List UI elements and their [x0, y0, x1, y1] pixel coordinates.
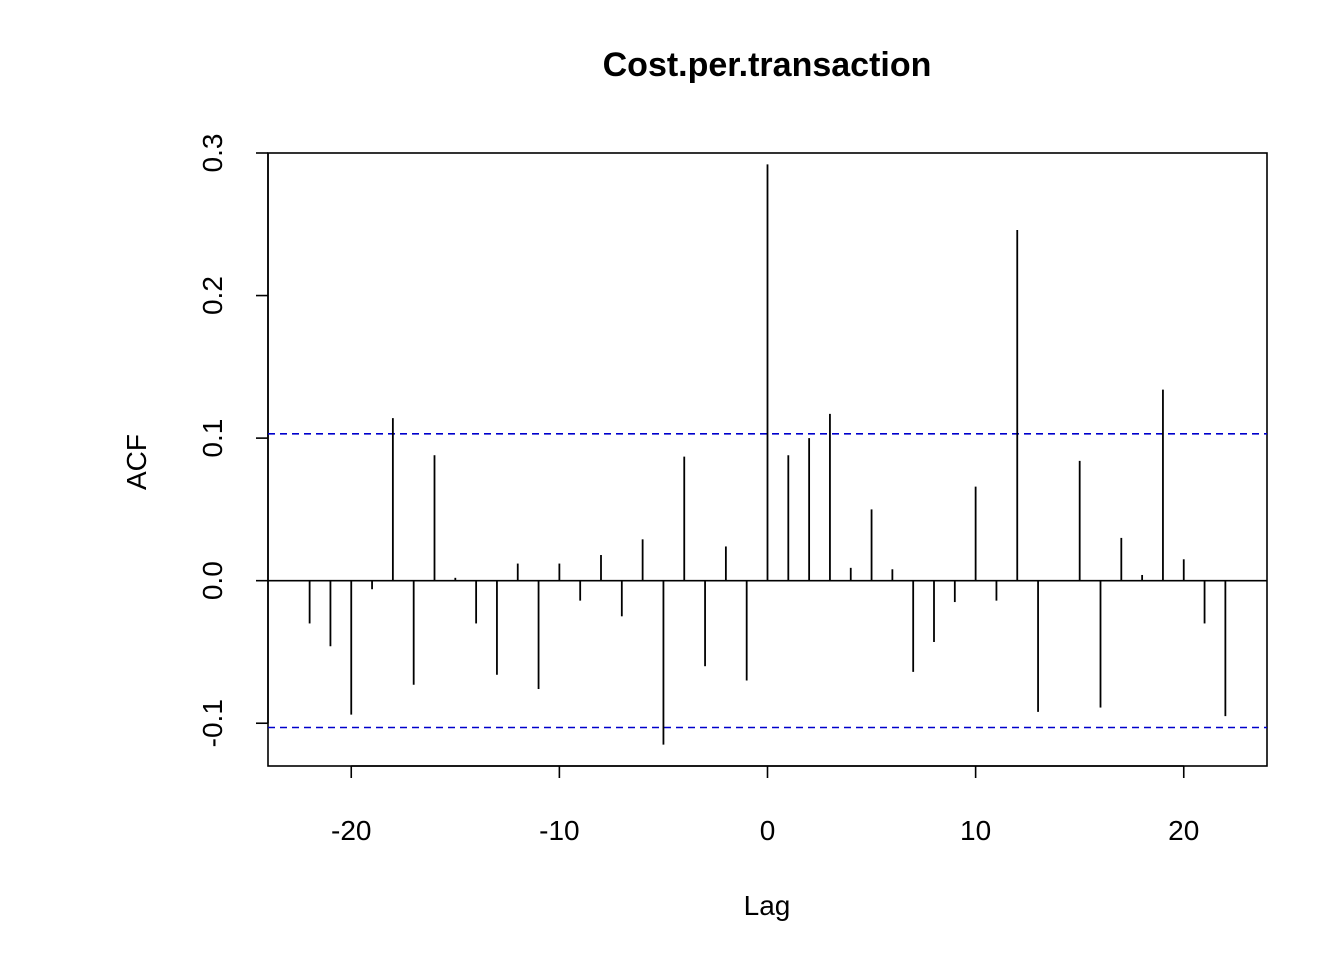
x-tick-label: -20: [331, 815, 371, 846]
x-axis-label: Lag: [744, 890, 791, 921]
x-axis: -20 -10 0 10 20: [331, 765, 1199, 846]
confidence-bounds: [268, 433, 1267, 729]
chart-title: Cost.per.transaction: [603, 46, 932, 84]
x-tick-label: 20: [1168, 815, 1199, 846]
y-tick-label: 0.0: [197, 561, 228, 600]
y-tick-label: 0.1: [197, 419, 228, 458]
y-axis-label: ACF: [121, 434, 152, 490]
x-tick-label: -10: [539, 815, 579, 846]
y-tick-label: 0.3: [197, 134, 228, 173]
x-tick-label: 10: [960, 815, 991, 846]
y-tick-label: -0.1: [197, 699, 228, 747]
y-tick-label: 0.2: [197, 276, 228, 315]
x-tick-label: 0: [760, 815, 776, 846]
y-axis: -0.1 0.0 0.1 0.2 0.3: [197, 134, 269, 747]
acf-spikes: [268, 164, 1267, 745]
